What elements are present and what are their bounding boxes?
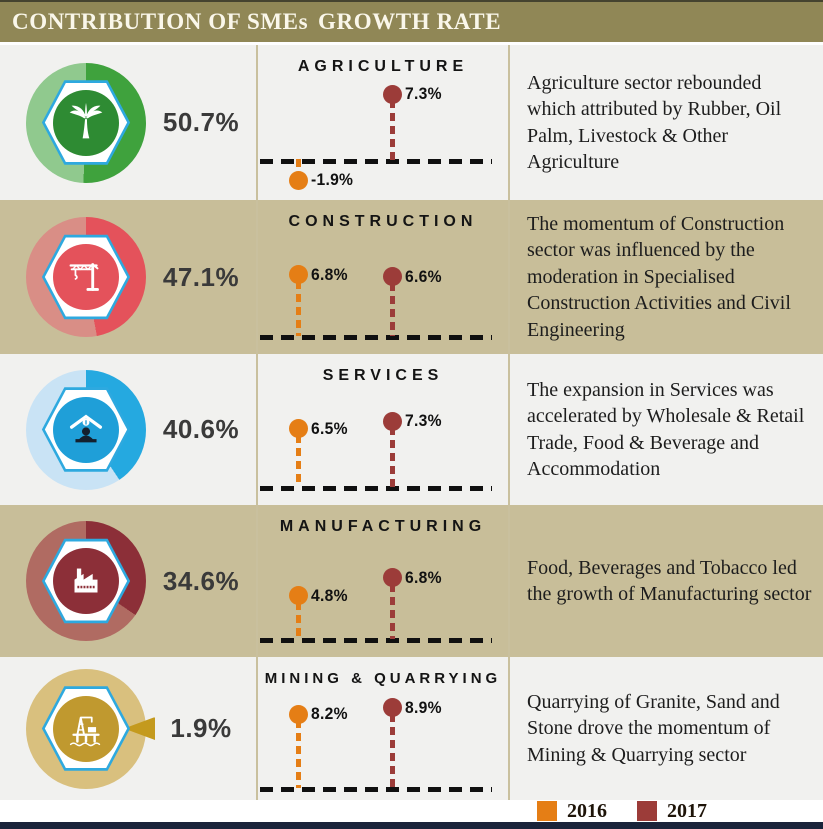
legend-label-2017: 2017 bbox=[667, 799, 707, 822]
sector-title: MANUFACTURING bbox=[279, 518, 487, 535]
growth-value-2017: 6.8% bbox=[405, 567, 442, 587]
palm-tree-icon bbox=[69, 102, 103, 138]
legend-footer: 2016 2017 bbox=[0, 800, 823, 822]
growth-stem-2016 bbox=[295, 159, 301, 177]
growth-dot-2016 bbox=[288, 170, 308, 190]
growth-value-2016: -1.9% bbox=[311, 170, 354, 190]
growth-value-2016: 4.8% bbox=[311, 585, 348, 605]
growth-dot-2016 bbox=[288, 586, 308, 606]
growth-dot-2017 bbox=[382, 267, 402, 287]
legend-swatch-2016-icon bbox=[537, 801, 557, 821]
growth-stem-2016 bbox=[295, 601, 301, 639]
growth-value-2017: 7.3% bbox=[405, 411, 442, 431]
description-cell: The momentum of Construction sector was … bbox=[508, 200, 823, 354]
sector-row-construction: 47.1% CONSTRUCTION 6.8% 6.6% The momentum… bbox=[0, 200, 823, 354]
description-cell: Quarrying of Granite, Sand and Stone dro… bbox=[508, 657, 823, 800]
growth-stem-2017 bbox=[389, 713, 395, 788]
construction-crane-icon bbox=[69, 263, 99, 291]
factory-icon bbox=[74, 568, 98, 593]
growth-dot-2017 bbox=[382, 568, 402, 588]
header-growth-title: GROWTH RATE bbox=[318, 9, 502, 34]
zero-baseline bbox=[260, 638, 492, 643]
growth-value-2016: 6.5% bbox=[311, 418, 348, 438]
contribution-value: 40.6% bbox=[162, 414, 240, 444]
growth-stem-2017 bbox=[389, 100, 395, 160]
growth-dot-2017 bbox=[382, 698, 402, 718]
contribution-cell: 40.6% bbox=[0, 354, 256, 505]
sector-row-mining-quarrying: 1.9% MINING & QUARRYING 8.2% 8.9% Quarryi… bbox=[0, 657, 823, 800]
growth-cell: MANUFACTURING 4.8% 6.8% bbox=[256, 505, 508, 657]
contribution-donut bbox=[26, 62, 146, 183]
sector-title: SERVICES bbox=[322, 367, 444, 384]
contribution-cell: 1.9% bbox=[0, 657, 256, 800]
contribution-value: 47.1% bbox=[162, 261, 240, 292]
description-cell: Agriculture sector rebounded which attri… bbox=[508, 45, 823, 200]
contribution-value: 34.6% bbox=[162, 565, 240, 596]
contribution-donut bbox=[26, 217, 146, 337]
growth-value-2017: 7.3% bbox=[405, 84, 442, 104]
growth-stem-2017 bbox=[389, 427, 395, 487]
description-cell: The expansion in Services was accelerate… bbox=[508, 354, 823, 505]
growth-cell: CONSTRUCTION 6.8% 6.6% bbox=[256, 200, 508, 354]
growth-stem-2016 bbox=[295, 434, 301, 487]
growth-stem-2017 bbox=[389, 282, 395, 336]
growth-cell: SERVICES 6.5% 7.3% bbox=[256, 354, 508, 505]
zero-baseline bbox=[260, 486, 492, 491]
growth-dot-2017 bbox=[382, 411, 402, 431]
growth-chart: -1.9% 7.3% bbox=[258, 76, 508, 200]
legend-item-2016: 2016 bbox=[537, 800, 607, 823]
growth-chart: 4.8% 6.8% bbox=[258, 536, 508, 657]
legend-item-2017: 2017 bbox=[637, 800, 707, 823]
zero-baseline bbox=[260, 335, 492, 340]
sector-description: Food, Beverages and Tobacco led the grow… bbox=[527, 556, 812, 605]
sector-title: AGRICULTURE bbox=[297, 58, 469, 75]
description-cell: Food, Beverages and Tobacco led the grow… bbox=[508, 505, 823, 657]
zero-baseline bbox=[260, 787, 492, 792]
growth-stem-2016 bbox=[295, 720, 301, 788]
sector-row-agriculture: 50.7% AGRICULTURE -1.9% 7.3% Agriculture … bbox=[0, 45, 823, 200]
growth-value-2016: 6.8% bbox=[311, 264, 348, 284]
contribution-donut bbox=[26, 521, 146, 641]
growth-dot-2016 bbox=[288, 265, 308, 285]
contribution-cell: 50.7% bbox=[0, 45, 256, 200]
growth-dot-2016 bbox=[288, 419, 308, 438]
growth-chart: 6.5% 7.3% bbox=[258, 385, 508, 505]
bottom-accent-bar bbox=[0, 822, 823, 829]
header-contribution-title: CONTRIBUTION OF SMEs bbox=[12, 9, 309, 34]
growth-dot-2017 bbox=[382, 84, 402, 104]
sector-description: Agriculture sector rebounded which attri… bbox=[527, 71, 782, 173]
shop-person-icon bbox=[69, 414, 103, 442]
growth-value-2016: 8.2% bbox=[311, 704, 348, 724]
legend-label-2016: 2016 bbox=[567, 799, 607, 822]
growth-stem-2017 bbox=[389, 583, 395, 639]
growth-stem-2016 bbox=[295, 280, 301, 336]
growth-dot-2016 bbox=[288, 704, 308, 724]
sector-description: Quarrying of Granite, Sand and Stone dro… bbox=[527, 690, 780, 766]
sector-row-services: 40.6% SERVICES 6.5% 7.3% The expansion in… bbox=[0, 354, 823, 505]
contribution-donut bbox=[26, 668, 155, 789]
header-bar: CONTRIBUTION OF SMEs GROWTH RATE bbox=[0, 2, 823, 42]
growth-chart: 8.2% 8.9% bbox=[258, 687, 508, 800]
sector-description: The momentum of Construction sector was … bbox=[527, 213, 791, 341]
contribution-cell: 34.6% bbox=[0, 505, 256, 657]
contribution-donut bbox=[26, 369, 146, 490]
growth-cell: AGRICULTURE -1.9% 7.3% bbox=[256, 45, 508, 200]
sector-title: MINING & QUARRYING bbox=[264, 670, 502, 687]
growth-value-2017: 8.9% bbox=[405, 697, 442, 717]
growth-value-2017: 6.6% bbox=[405, 266, 442, 286]
contribution-cell: 47.1% bbox=[0, 200, 256, 354]
oil-rig-icon bbox=[69, 716, 101, 746]
growth-cell: MINING & QUARRYING 8.2% 8.9% bbox=[256, 657, 508, 800]
contribution-value: 1.9% bbox=[170, 713, 232, 743]
sector-row-manufacturing: 34.6% MANUFACTURING 4.8% 6.8% Food, Bever… bbox=[0, 505, 823, 657]
zero-baseline bbox=[260, 159, 492, 164]
contribution-value: 50.7% bbox=[162, 107, 240, 137]
sector-title: CONSTRUCTION bbox=[288, 213, 478, 230]
sector-description: The expansion in Services was accelerate… bbox=[527, 378, 805, 480]
legend-swatch-2017-icon bbox=[637, 801, 657, 821]
growth-chart: 6.8% 6.6% bbox=[258, 231, 508, 354]
